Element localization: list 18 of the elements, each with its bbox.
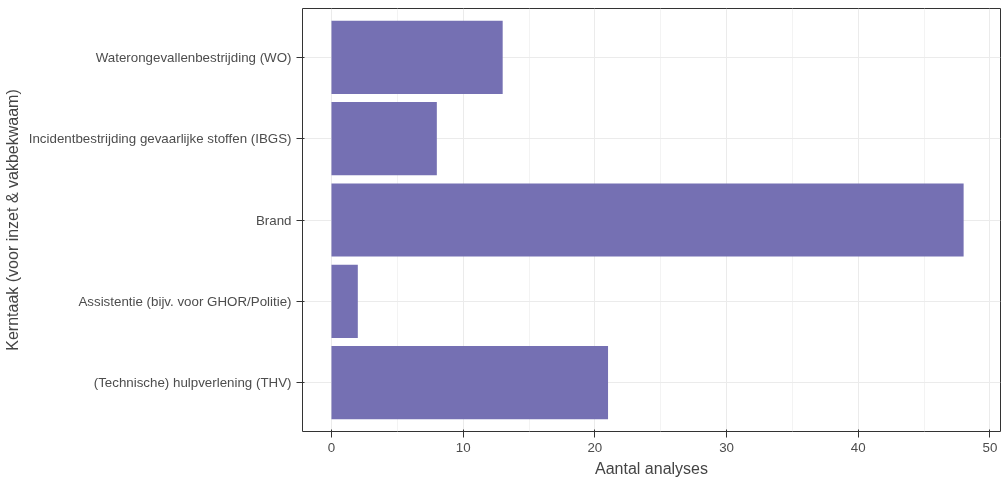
bar — [331, 183, 964, 257]
y-tick-label: Incidentbestrijding gevaarlijke stoffen (IBGS) — [28, 131, 292, 147]
y-tick-label: Waterongevallenbestrijding (WO) — [95, 49, 292, 65]
x-tick-label: 50 — [982, 439, 998, 455]
bar — [331, 264, 358, 338]
y-axis-title: Kerntaak (voor inzet & vakbekwaam) — [3, 89, 21, 351]
y-tick-label: (Technische) hulpverlening (THV) — [93, 375, 292, 391]
bar — [331, 102, 437, 176]
y-tick-label: Assistentie (bijv. voor GHOR/Politie) — [78, 293, 292, 309]
x-tick-label: 40 — [850, 439, 866, 455]
x-tick-label: 30 — [719, 439, 734, 455]
x-tick-label: 10 — [455, 439, 471, 455]
bar — [331, 346, 609, 420]
x-tick-label: 20 — [587, 439, 603, 455]
x-tick-label: 0 — [327, 439, 336, 455]
bar — [331, 20, 503, 94]
x-axis-title: Aantal analyses — [595, 459, 708, 477]
y-tick-label: Brand — [255, 212, 292, 228]
